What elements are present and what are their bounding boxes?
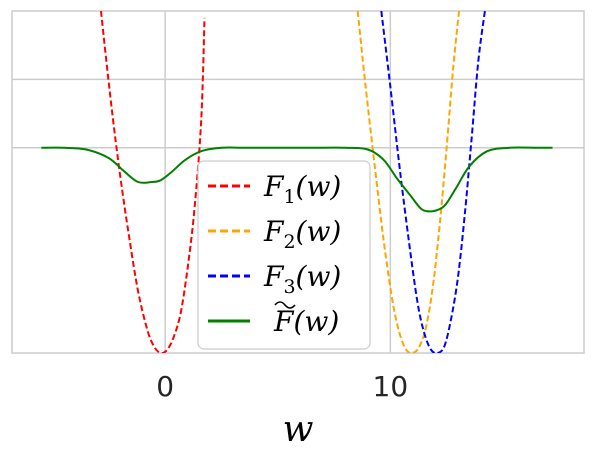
legend: F1(w) F2(w) F3(w) F(w) [197, 160, 371, 350]
legend-label-f1: F1(w) [263, 170, 341, 208]
x-tick-label-1: 10 [373, 370, 409, 403]
series-line-ftilde [41, 146, 553, 213]
legend-label-f2: F2(w) [263, 215, 341, 253]
series-line-f2 [356, 11, 460, 353]
legend-box [197, 160, 371, 350]
x-axis-title: w [283, 409, 314, 450]
x-tick-label-0: 0 [156, 370, 174, 403]
legend-tilde-mark [274, 301, 296, 309]
series-line-f3 [380, 11, 486, 353]
legend-label-f3: F3(w) [263, 260, 341, 298]
series-lines [41, 11, 553, 353]
x-tick-labels: 0 10 [156, 370, 408, 403]
legend-label-ftilde: F(w) [273, 305, 339, 338]
